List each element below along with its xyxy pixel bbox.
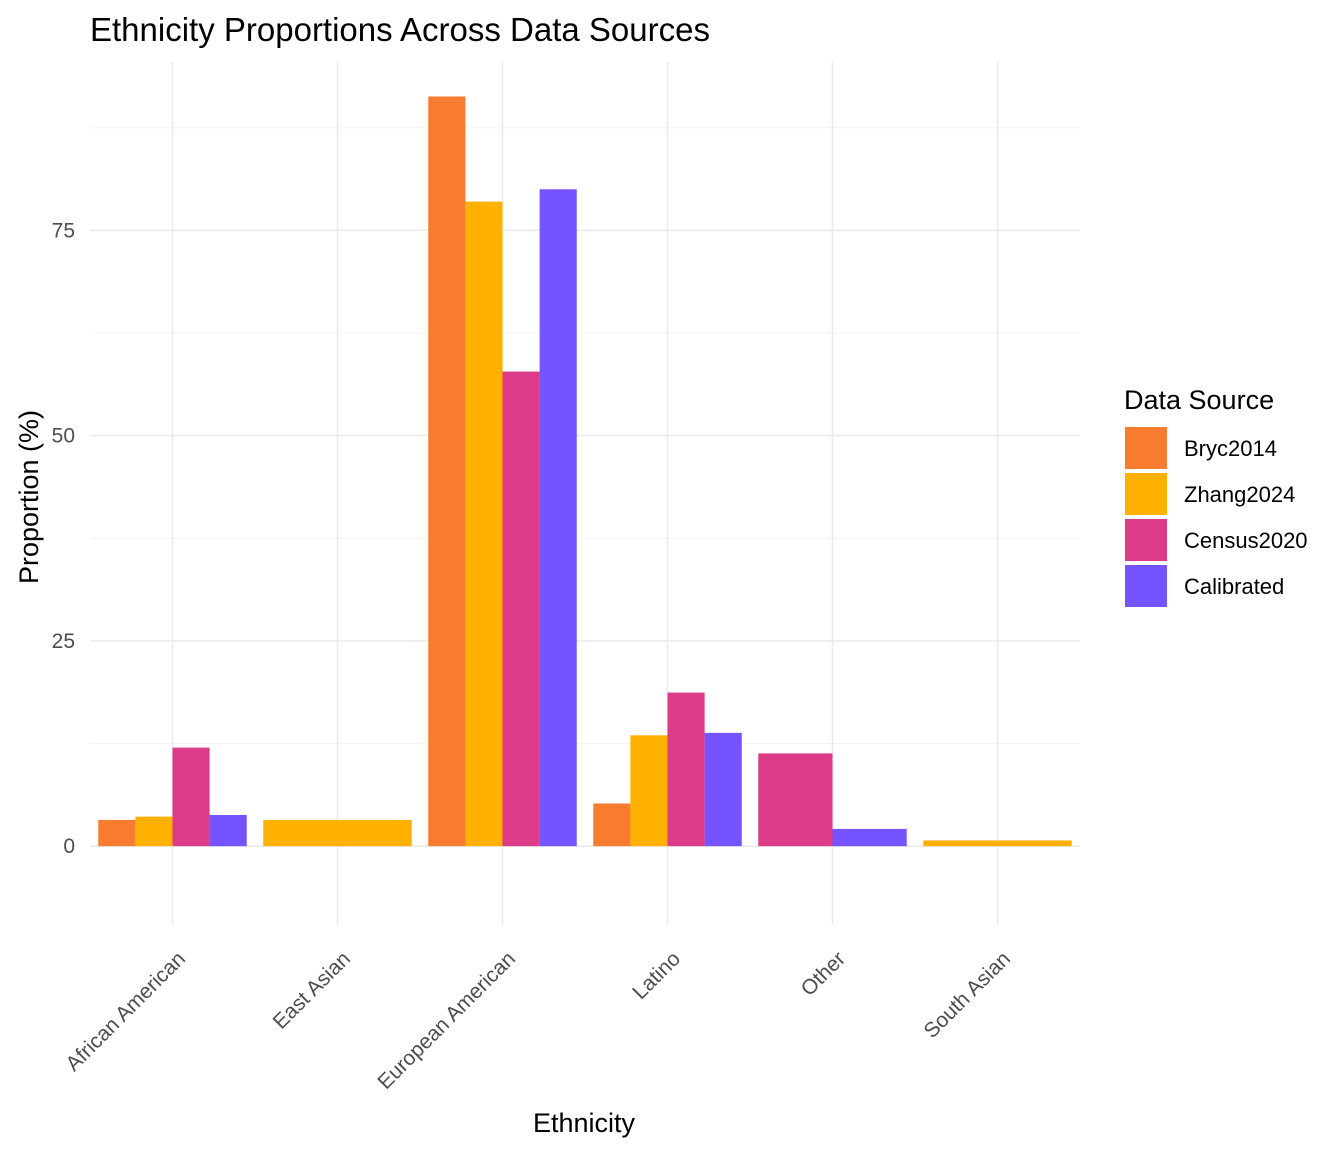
legend: Data Source Bryc2014 Zhang2024 Census2020 C… [1124, 385, 1308, 607]
x-axis-ticks: African American East Asian European Ameri… [62, 947, 1016, 1094]
legend-label-bryc2014: Bryc2014 [1184, 436, 1277, 461]
bar-calibrated-other [832, 828, 907, 847]
y-tick-label: 25 [52, 630, 75, 653]
bar-zhang2024-latino [630, 735, 668, 847]
bar-zhang2024-south-asian [923, 840, 1072, 847]
bar-zhang2024-east-asian [263, 819, 412, 847]
legend-key-calibrated [1125, 565, 1167, 607]
y-tick-label: 75 [52, 219, 75, 242]
legend-key-census2020 [1125, 519, 1167, 561]
x-tick-label: Other [797, 947, 850, 1000]
bar-bryc2014-european-american [428, 96, 466, 847]
x-axis-title: Ethnicity [533, 1108, 636, 1138]
legend-title: Data Source [1124, 385, 1274, 415]
y-axis-ticks: 0 25 50 75 [52, 219, 75, 858]
bar-census2020-african-american [172, 747, 210, 847]
bar-zhang2024-african-american [135, 816, 173, 847]
bar-census2020-latino [667, 692, 705, 847]
legend-key-bryc2014 [1125, 427, 1167, 469]
x-tick-label: African American [62, 947, 191, 1076]
bar-bryc2014-african-american [98, 819, 136, 847]
bar-census2020-european-american [502, 371, 540, 847]
x-tick-label: Latino [628, 947, 685, 1004]
x-tick-label: South Asian [920, 947, 1016, 1043]
legend-label-zhang2024: Zhang2024 [1184, 482, 1295, 507]
bar-bryc2014-latino [593, 803, 631, 847]
legend-label-census2020: Census2020 [1184, 528, 1308, 553]
y-axis-title: Proportion (%) [14, 410, 44, 584]
grid [90, 62, 1080, 925]
bar-calibrated-european-american [539, 189, 577, 847]
bar-census2020-other [758, 753, 833, 847]
bars [98, 96, 1072, 847]
x-tick-label: European American [373, 947, 520, 1094]
y-tick-label: 50 [52, 425, 75, 448]
bar-zhang2024-european-american [465, 201, 503, 847]
legend-label-calibrated: Calibrated [1184, 574, 1284, 599]
bar-calibrated-african-american [209, 814, 247, 847]
x-tick-label: East Asian [269, 947, 355, 1033]
y-tick-label: 0 [63, 835, 75, 858]
bar-calibrated-latino [704, 732, 742, 847]
chart-title: Ethnicity Proportions Across Data Source… [90, 11, 710, 48]
legend-key-zhang2024 [1125, 473, 1167, 515]
